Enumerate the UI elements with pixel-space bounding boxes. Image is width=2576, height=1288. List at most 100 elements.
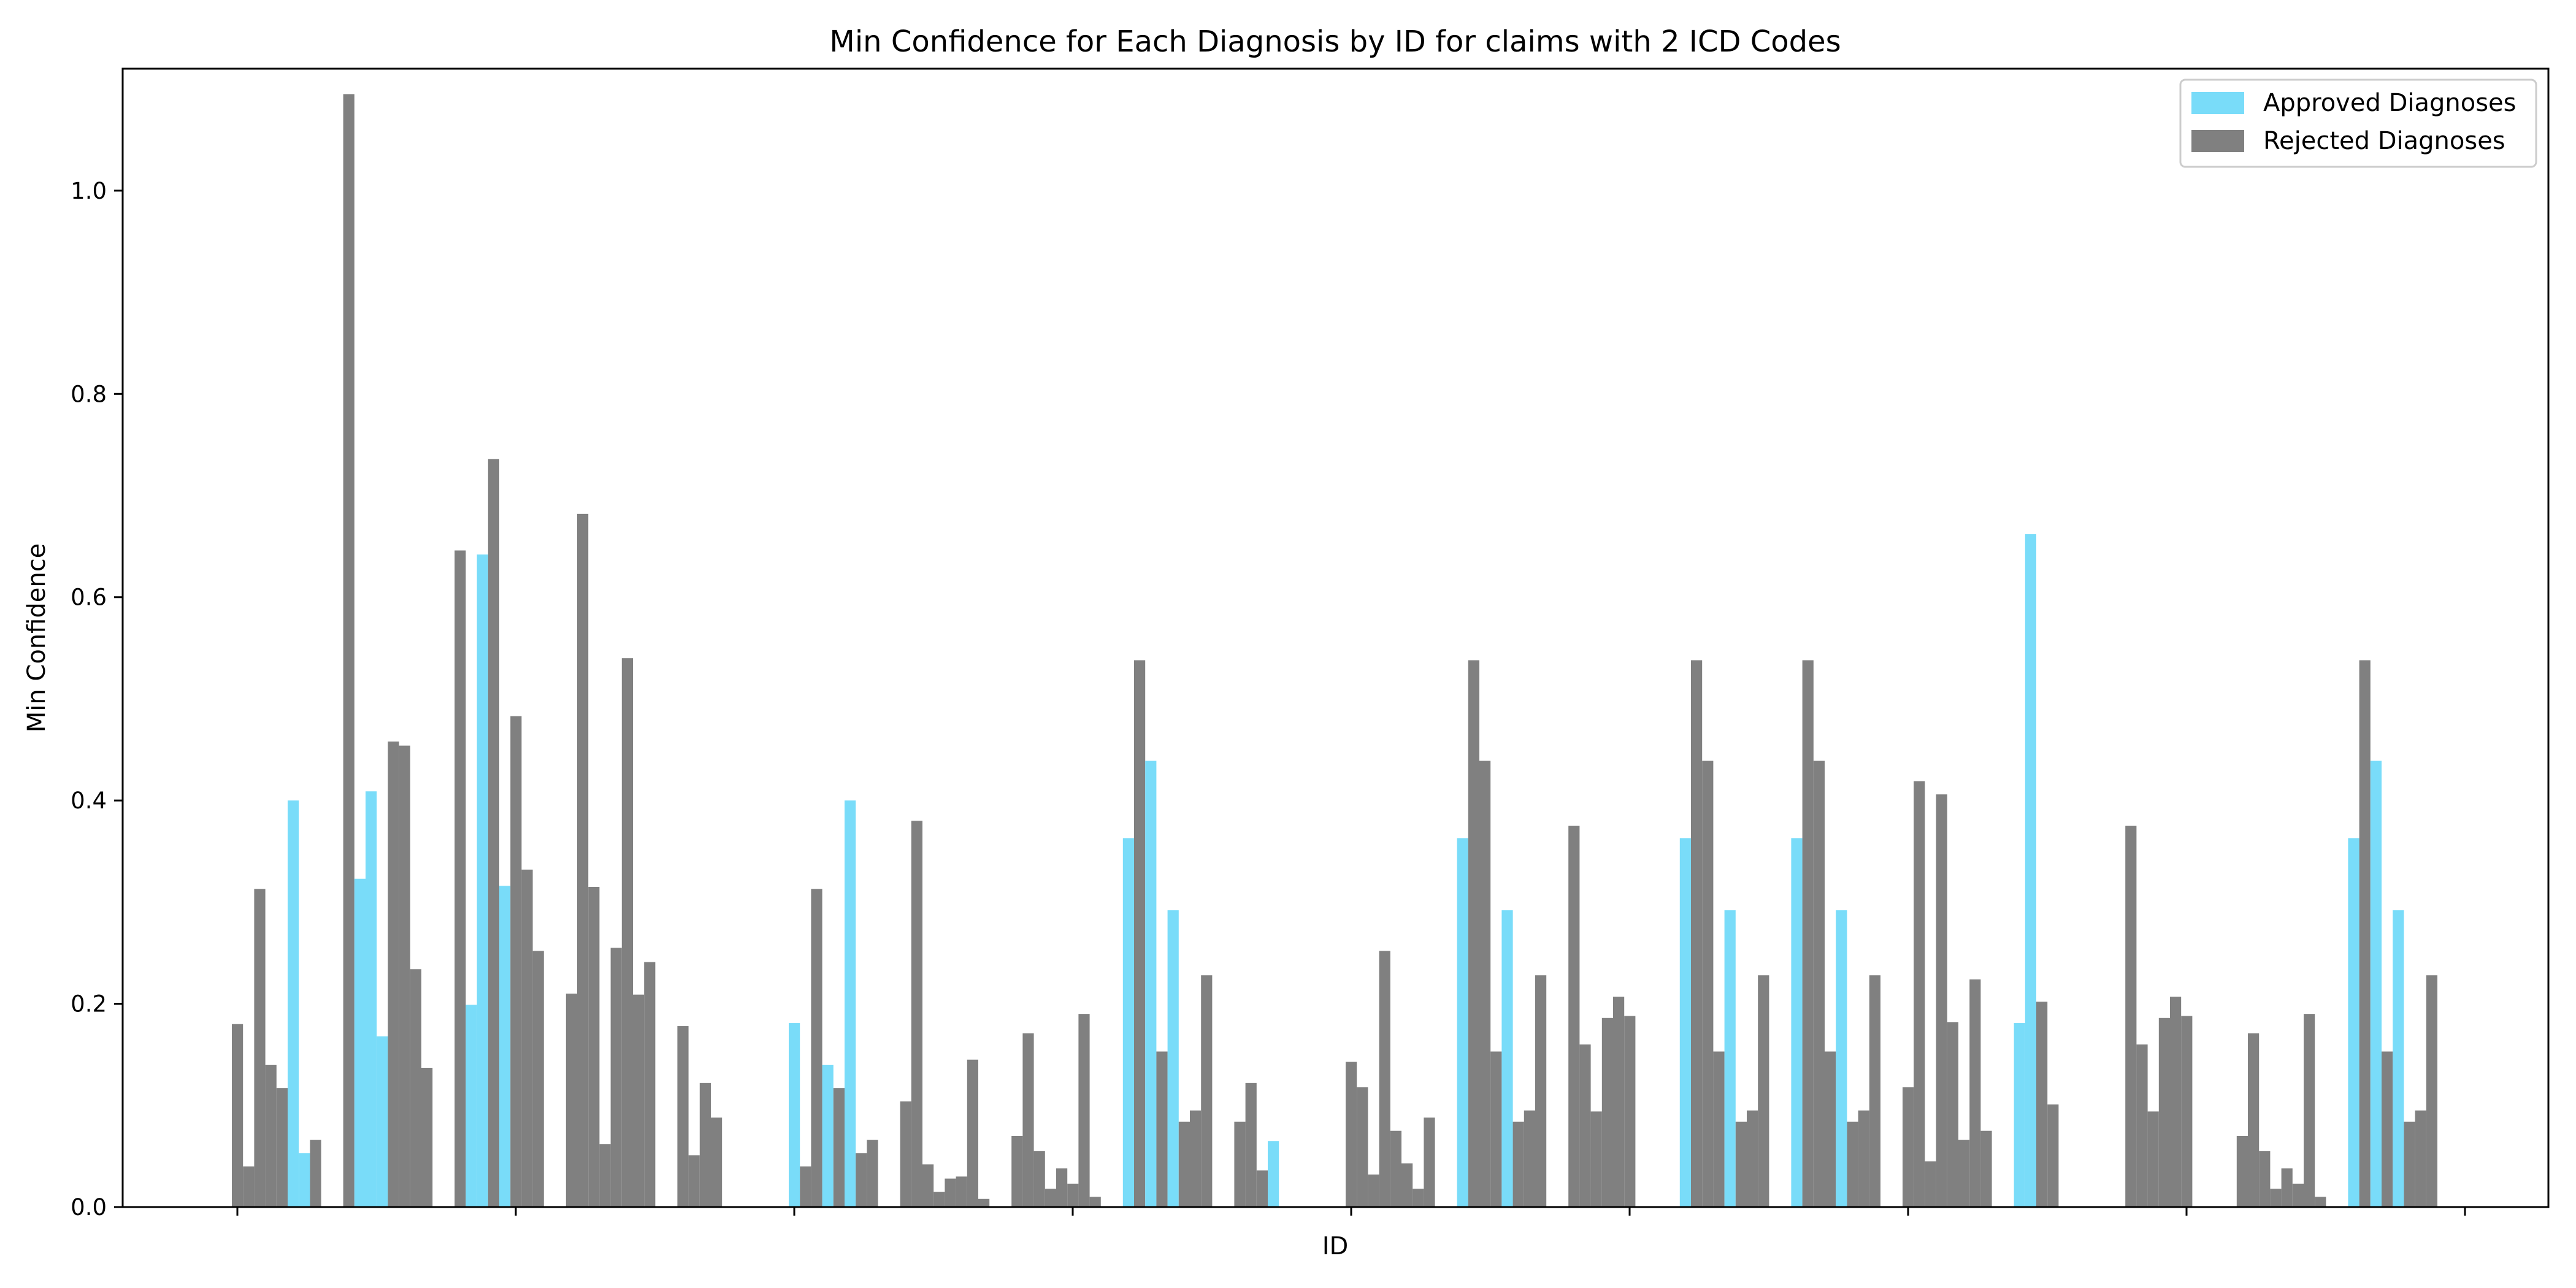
rejected-diagnosis-bar xyxy=(565,994,577,1207)
rejected-diagnosis-bar xyxy=(2170,996,2182,1207)
y-tick-label: 0.6 xyxy=(71,585,107,611)
rejected-diagnosis-bar xyxy=(588,887,600,1207)
rejected-diagnosis-bar xyxy=(867,1140,878,1207)
y-tick-label: 0.0 xyxy=(71,1194,107,1221)
rejected-diagnosis-bar xyxy=(1033,1151,1045,1207)
approved-diagnosis-bar xyxy=(789,1023,800,1207)
rejected-diagnosis-bar xyxy=(532,951,544,1207)
x-axis-label: ID xyxy=(1322,1232,1349,1260)
y-tick-label: 1.0 xyxy=(71,178,107,204)
rejected-diagnosis-bar xyxy=(1969,979,1981,1207)
rejected-diagnosis-bar xyxy=(1056,1168,1068,1207)
rejected-diagnosis-bar xyxy=(1190,1110,1202,1207)
approved-diagnosis-bar xyxy=(477,554,488,1207)
rejected-diagnosis-bar xyxy=(2158,1018,2170,1207)
rejected-diagnosis-bar xyxy=(2382,1051,2393,1207)
chart-title: Min Confidence for Each Diagnosis by ID … xyxy=(829,25,1841,59)
y-tick-label: 0.4 xyxy=(71,788,107,814)
approved-diagnosis-bar xyxy=(1724,910,1736,1207)
rejected-diagnosis-bar xyxy=(454,550,466,1207)
approved-diagnosis-bar xyxy=(1791,838,1803,1207)
approved-diagnosis-bar xyxy=(299,1153,310,1207)
rejected-diagnosis-bar xyxy=(1691,660,1703,1207)
rejected-diagnosis-bar xyxy=(933,1192,945,1207)
approved-diagnosis-bar xyxy=(2393,910,2404,1207)
rejected-diagnosis-bar xyxy=(833,1088,845,1207)
rejected-diagnosis-bar xyxy=(2292,1183,2304,1207)
rejected-diagnosis-bar xyxy=(1468,660,1479,1207)
rejected-diagnosis-bar xyxy=(1245,1083,1257,1207)
approved-diagnosis-bar xyxy=(1457,838,1468,1207)
rejected-diagnosis-bar xyxy=(1601,1018,1613,1207)
approved-diagnosis-bar xyxy=(1145,761,1157,1207)
rejected-diagnosis-bar xyxy=(254,889,266,1207)
rejected-diagnosis-bar xyxy=(2047,1104,2059,1207)
approved-diagnosis-bar xyxy=(2370,761,2382,1207)
rejected-diagnosis-bar xyxy=(2304,1014,2315,1207)
rejected-diagnosis-bar xyxy=(1256,1170,1268,1207)
legend-swatch-rejected xyxy=(2191,130,2244,152)
rejected-diagnosis-bar xyxy=(1590,1111,1602,1207)
approved-diagnosis-bar xyxy=(1679,838,1691,1207)
rejected-diagnosis-bar xyxy=(1156,1051,1168,1207)
rejected-diagnosis-bar xyxy=(922,1164,934,1207)
approved-diagnosis-bar xyxy=(2025,534,2036,1207)
approved-diagnosis-bar xyxy=(1167,910,1179,1207)
approved-diagnosis-bar xyxy=(1836,910,1847,1207)
y-tick-label: 0.8 xyxy=(71,381,107,407)
rejected-diagnosis-bar xyxy=(510,716,522,1207)
rejected-diagnosis-bar xyxy=(1379,951,1390,1207)
rejected-diagnosis-bar xyxy=(343,94,355,1207)
rejected-diagnosis-bar xyxy=(610,948,622,1207)
rejected-diagnosis-bar xyxy=(1011,1136,1023,1207)
legend-box xyxy=(2179,79,2537,168)
rejected-diagnosis-bar xyxy=(1825,1051,1836,1207)
rejected-diagnosis-bar xyxy=(1579,1044,1591,1207)
approved-diagnosis-bar xyxy=(845,800,856,1207)
rejected-diagnosis-bar xyxy=(967,1059,978,1207)
rejected-diagnosis-bar xyxy=(633,994,645,1207)
approved-diagnosis-bar xyxy=(377,1036,388,1207)
rejected-diagnosis-bar xyxy=(2181,1016,2193,1207)
rejected-diagnosis-bar xyxy=(1078,1014,1090,1207)
rejected-diagnosis-bar xyxy=(1357,1087,1368,1207)
approved-diagnosis-bar xyxy=(499,886,511,1207)
rejected-diagnosis-bar xyxy=(2359,660,2371,1207)
bars-layer xyxy=(232,94,2437,1208)
approved-diagnosis-bar xyxy=(1501,910,1513,1207)
approved-diagnosis-bar xyxy=(1268,1141,1279,1207)
rejected-diagnosis-bar xyxy=(2281,1168,2293,1207)
legend-label-rejected: Rejected Diagnoses xyxy=(2263,127,2505,155)
approved-diagnosis-bar xyxy=(2348,838,2359,1207)
rejected-diagnosis-bar xyxy=(711,1117,723,1207)
rejected-diagnosis-bar xyxy=(1067,1183,1079,1207)
rejected-diagnosis-bar xyxy=(1424,1117,1435,1207)
rejected-diagnosis-bar xyxy=(388,742,399,1207)
approved-diagnosis-bar xyxy=(354,878,366,1207)
rejected-diagnosis-bar xyxy=(1234,1121,1246,1207)
rejected-diagnosis-bar xyxy=(2136,1044,2148,1207)
rejected-diagnosis-bar xyxy=(1713,1051,1725,1207)
rejected-diagnosis-bar xyxy=(1735,1121,1747,1207)
rejected-diagnosis-bar xyxy=(1178,1121,1190,1207)
rejected-diagnosis-bar xyxy=(577,513,589,1207)
rejected-diagnosis-bar xyxy=(811,889,822,1207)
rejected-diagnosis-bar xyxy=(688,1155,700,1207)
legend: Approved Diagnoses Rejected Diagnoses xyxy=(2179,79,2537,168)
rejected-diagnosis-bar xyxy=(2426,975,2437,1207)
rejected-diagnosis-bar xyxy=(1524,1110,1535,1207)
rejected-diagnosis-bar xyxy=(1914,781,1925,1207)
y-axis-label: Min Confidence xyxy=(23,543,51,733)
approved-diagnosis-bar xyxy=(822,1065,834,1207)
rejected-diagnosis-bar xyxy=(1346,1062,1357,1207)
rejected-diagnosis-bar xyxy=(1490,1051,1502,1207)
rejected-diagnosis-bar xyxy=(1847,1121,1858,1207)
rejected-diagnosis-bar xyxy=(1980,1130,1992,1207)
rejected-diagnosis-bar xyxy=(1512,1121,1524,1207)
rejected-diagnosis-bar xyxy=(1802,660,1814,1207)
rejected-diagnosis-bar xyxy=(1624,1016,1636,1207)
rejected-diagnosis-bar xyxy=(1813,761,1825,1207)
rejected-diagnosis-bar xyxy=(1535,975,1547,1207)
rejected-diagnosis-bar xyxy=(2259,1151,2271,1207)
rejected-diagnosis-bar xyxy=(2315,1197,2326,1207)
